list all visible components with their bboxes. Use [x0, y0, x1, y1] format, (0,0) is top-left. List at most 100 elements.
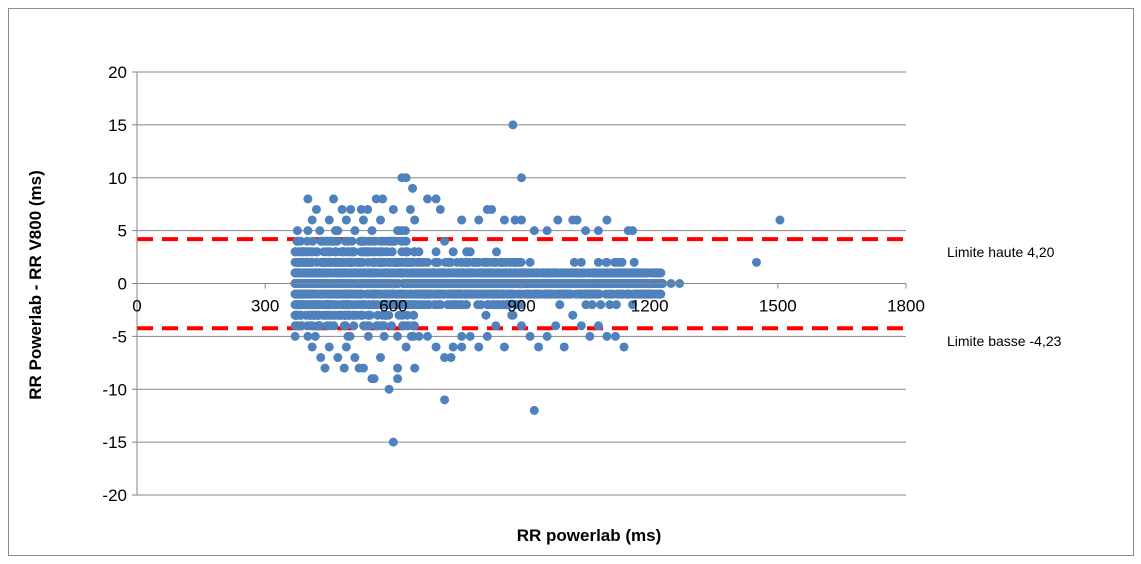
data-point: [337, 268, 347, 278]
data-point: [508, 120, 518, 130]
data-point: [580, 268, 590, 278]
data-point: [349, 247, 359, 257]
x-tick-label: 600: [379, 297, 407, 316]
data-point: [290, 331, 300, 341]
data-point: [369, 374, 379, 384]
data-point: [604, 268, 614, 278]
data-point: [373, 310, 383, 320]
data-point: [367, 226, 377, 236]
data-point: [367, 268, 377, 278]
data-point: [511, 268, 521, 278]
data-point: [493, 300, 503, 310]
data-point: [439, 268, 449, 278]
data-point: [619, 342, 629, 352]
data-point: [457, 331, 467, 341]
data-point: [346, 204, 356, 214]
data-point: [529, 405, 539, 415]
data-point: [525, 331, 535, 341]
data-point: [496, 257, 506, 267]
data-point: [311, 204, 321, 214]
x-tick-label: 1200: [631, 297, 669, 316]
data-point: [491, 321, 501, 331]
data-point: [410, 215, 420, 225]
data-point: [654, 268, 664, 278]
data-point: [320, 257, 330, 267]
data-point: [307, 342, 317, 352]
data-point: [533, 289, 543, 299]
data-point: [301, 268, 311, 278]
data-point: [408, 183, 418, 193]
data-point: [605, 300, 615, 310]
data-point: [571, 289, 581, 299]
data-point: [341, 215, 351, 225]
data-point: [425, 289, 435, 299]
data-point: [449, 268, 459, 278]
data-point: [330, 226, 340, 236]
data-point: [368, 300, 378, 310]
data-point: [341, 342, 351, 352]
data-point: [397, 310, 407, 320]
data-point: [474, 342, 484, 352]
data-point: [315, 268, 325, 278]
data-point: [517, 215, 526, 225]
data-point: [356, 204, 366, 214]
data-point: [316, 300, 326, 310]
data-point: [324, 342, 334, 352]
data-point: [423, 194, 433, 204]
data-point: [399, 268, 409, 278]
data-point: [521, 289, 531, 299]
data-point: [499, 342, 509, 352]
data-point: [324, 215, 334, 225]
data-point: [331, 247, 341, 257]
reference-line-label: Limite haute 4,20: [947, 244, 1055, 260]
data-point: [454, 289, 464, 299]
data-point: [388, 300, 398, 310]
data-point: [610, 331, 620, 341]
data-point: [379, 331, 389, 341]
scatter-chart: -20 -15 -10 -5 0 5 10 15 20 0 300 600 900 1200 1500 180…: [26, 63, 1062, 545]
y-tick-label: 0: [118, 275, 127, 294]
data-point: [428, 268, 438, 278]
data-point: [338, 247, 348, 257]
data-point: [542, 226, 552, 236]
data-point: [381, 268, 391, 278]
data-point: [323, 247, 333, 257]
data-point: [322, 321, 332, 331]
data-point: [362, 321, 372, 331]
data-point: [348, 268, 358, 278]
data-point: [330, 300, 340, 310]
data-point: [334, 257, 344, 267]
data-point: [440, 353, 450, 363]
axis-labels: -20 -15 -10 -5 0 5 10 15 20 0 300 600 900 1200 1500 180…: [102, 63, 1061, 505]
data-point: [551, 321, 561, 331]
data-point: [444, 289, 454, 299]
data-point: [593, 321, 603, 331]
data-point: [344, 310, 354, 320]
data-point: [457, 215, 467, 225]
data-point: [334, 310, 344, 320]
data-point: [581, 300, 591, 310]
data-point: [355, 289, 365, 299]
data-point: [375, 236, 385, 246]
data-point: [307, 289, 317, 299]
data-point: [329, 321, 339, 331]
data-point: [379, 289, 389, 299]
data-point: [347, 236, 357, 246]
data-point: [541, 268, 551, 278]
data-point: [572, 215, 582, 225]
y-tick-label: -15: [102, 433, 127, 452]
data-point: [291, 268, 301, 278]
data-point: [454, 300, 464, 310]
data-point: [384, 384, 394, 394]
data-point: [405, 257, 415, 267]
data-point: [629, 257, 639, 267]
data-point: [397, 257, 407, 267]
y-axis-title: RR Powerlab - RR V800 (ms): [26, 170, 45, 400]
data-point: [340, 236, 350, 246]
data-point: [466, 268, 476, 278]
data-point: [343, 300, 353, 310]
data-point: [307, 310, 317, 320]
data-point: [416, 268, 426, 278]
data-point: [307, 215, 317, 225]
data-point: [329, 194, 339, 204]
